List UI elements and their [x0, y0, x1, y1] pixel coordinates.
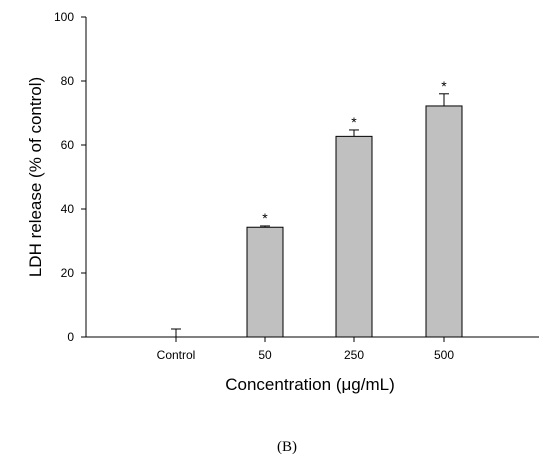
y-axis-title: LDH release (% of control) [26, 77, 45, 277]
significance-marker: * [441, 78, 447, 94]
y-tick-label: 0 [67, 330, 74, 344]
panel-label: (B) [277, 439, 297, 455]
x-axis-title: Concentration (μg/mL) [225, 375, 394, 394]
x-tick-label: Control [157, 348, 196, 362]
significance-marker: * [351, 114, 357, 130]
x-ticks: Control 50 250 500 [157, 337, 454, 362]
bar [425, 105, 463, 338]
bars [246, 105, 463, 338]
y-tick-label: 40 [61, 202, 75, 216]
significance-marker: * [262, 210, 268, 226]
x-tick-label: 250 [344, 348, 364, 362]
y-tick-label: 20 [61, 266, 75, 280]
error-bars [171, 93, 449, 337]
significance-markers: * * * [262, 78, 447, 226]
x-tick-label: 500 [434, 348, 454, 362]
x-tick-label: 50 [258, 348, 272, 362]
bar [335, 135, 373, 338]
bar [246, 226, 284, 338]
y-tick-label: 100 [54, 10, 74, 24]
y-ticks: 0 20 40 60 80 100 [54, 10, 86, 344]
y-tick-label: 80 [61, 74, 75, 88]
y-tick-label: 60 [61, 138, 75, 152]
